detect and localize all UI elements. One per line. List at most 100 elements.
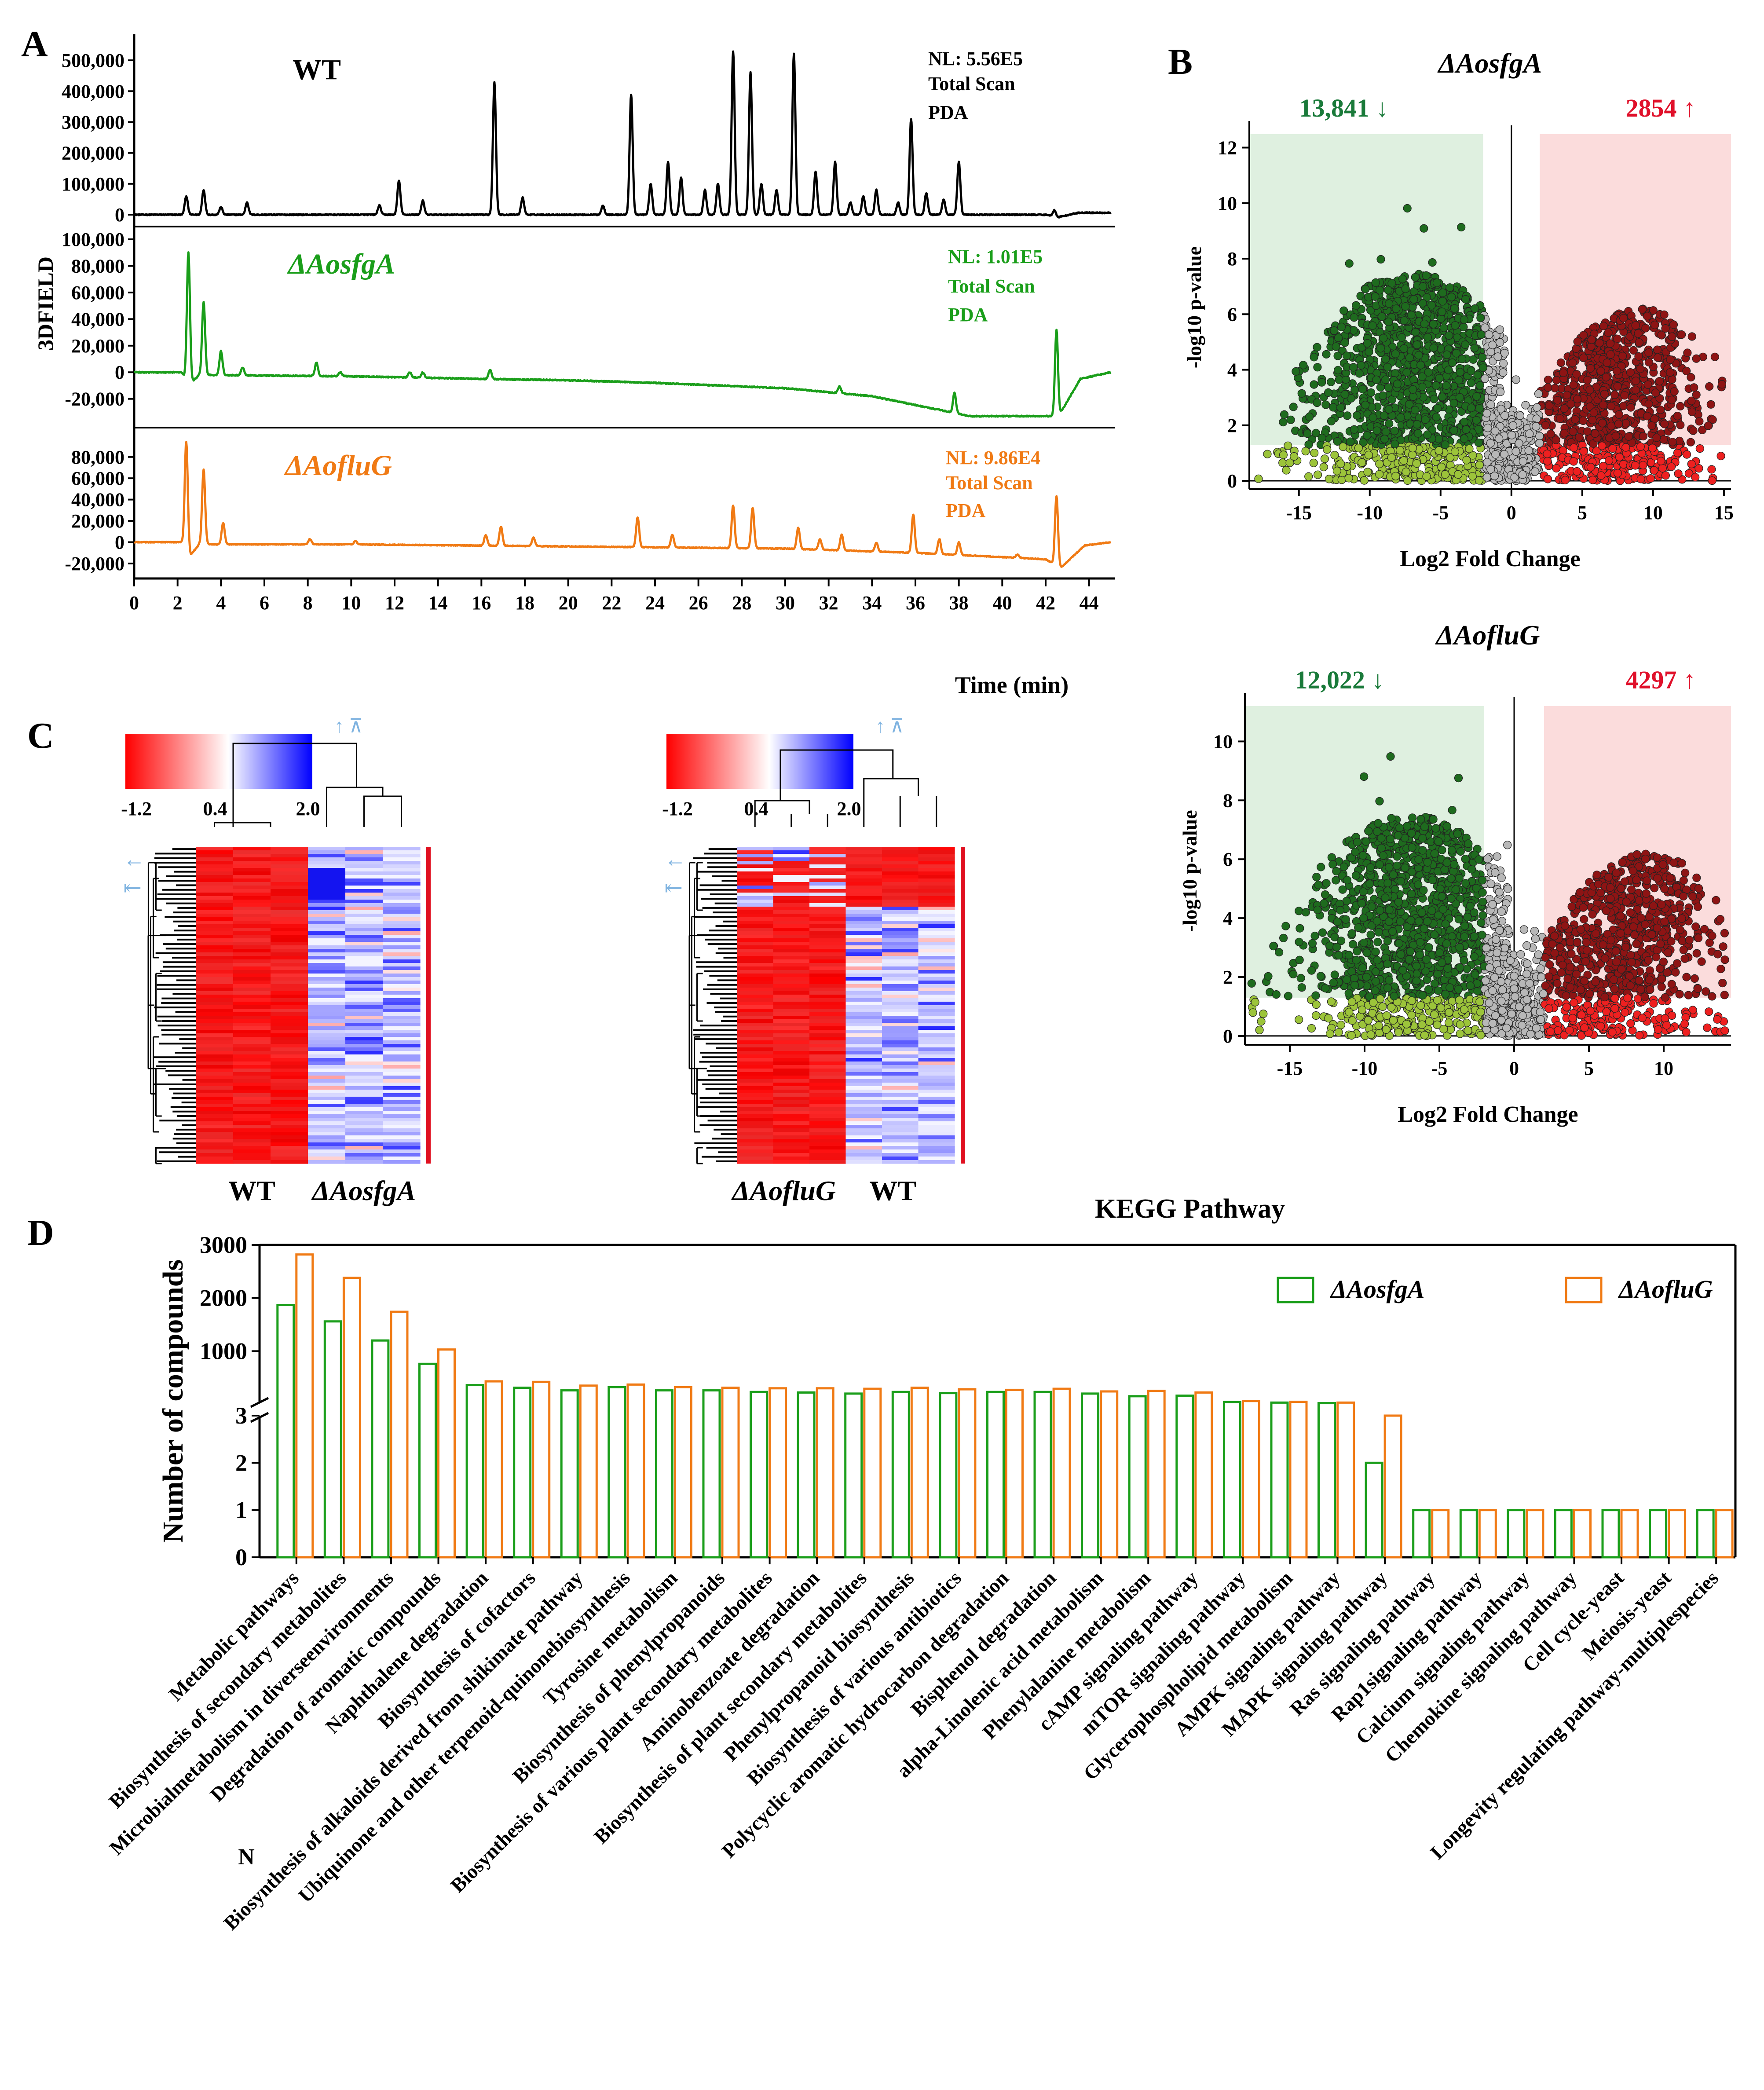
volcano-point <box>1382 428 1391 436</box>
volcano-point <box>1519 925 1528 934</box>
volcano-point <box>1579 331 1588 340</box>
volcano-point <box>1619 314 1628 322</box>
volcano-point <box>1316 972 1325 981</box>
volcano-point <box>1349 363 1358 372</box>
volcano-point <box>1626 403 1635 412</box>
volcano-point <box>1450 304 1459 313</box>
volcano-point <box>1456 963 1464 972</box>
volcano-point <box>1679 945 1688 954</box>
volcano-point <box>1644 956 1653 965</box>
volcano-point <box>1533 403 1541 412</box>
panel-label-c: C <box>27 715 54 756</box>
volcano-point <box>1667 395 1676 404</box>
volcano-point <box>1544 375 1552 384</box>
volcano-point <box>1586 463 1595 472</box>
volcano-point <box>1671 968 1680 977</box>
volcano-point <box>1583 376 1592 384</box>
volcano-point <box>1515 439 1523 448</box>
volcano-point <box>1609 975 1618 984</box>
volcano-point <box>1460 315 1468 324</box>
volcano-point <box>1639 432 1647 441</box>
volcano-point <box>1551 384 1559 392</box>
x-tick-label: -10 <box>1357 502 1383 523</box>
volcano-point <box>1371 278 1380 287</box>
volcano-point <box>1570 998 1578 1007</box>
volcano-point <box>1654 1025 1662 1034</box>
volcano-point <box>1279 450 1288 459</box>
volcano-point <box>1567 902 1576 911</box>
volcano-point <box>1462 456 1471 465</box>
volcano-point <box>1389 1016 1398 1025</box>
volcano-point <box>1666 368 1675 377</box>
track-aoflug-pda: PDA <box>946 500 986 521</box>
volcano-point <box>1685 936 1694 944</box>
volcano-point <box>1635 1031 1644 1040</box>
volcano-point <box>1407 889 1416 898</box>
volcano-point <box>1354 443 1363 453</box>
volcano-point <box>1546 429 1555 439</box>
volcano-point <box>1447 293 1456 301</box>
volcano-point <box>1324 388 1333 397</box>
volcano-point <box>1420 822 1429 831</box>
volcano-point <box>1354 923 1363 932</box>
volcano-point <box>1647 421 1656 430</box>
volcano-point <box>1368 321 1377 330</box>
volcano-point <box>1658 974 1666 984</box>
volcano-point <box>1334 1028 1343 1037</box>
volcano-point <box>1330 326 1339 335</box>
volcano-point <box>1429 320 1438 329</box>
volcano-point <box>1631 461 1640 470</box>
volcano-point <box>1329 978 1338 987</box>
volcano-point <box>1457 223 1466 232</box>
volcano-point <box>1649 999 1658 1008</box>
volcano-point <box>1313 905 1322 914</box>
volcano-point <box>1367 388 1376 397</box>
volcano-point <box>1433 1021 1442 1029</box>
volcano-point <box>1605 456 1614 465</box>
volcano-point <box>1705 1007 1713 1016</box>
volcano-point <box>1438 392 1447 401</box>
volcano-point <box>1604 328 1613 337</box>
volcano-point <box>1460 956 1468 965</box>
y-tick-label: 40,000 <box>71 308 124 330</box>
volcano-point <box>1383 285 1393 295</box>
volcano-point <box>1402 368 1411 377</box>
volcano-point <box>1651 388 1660 397</box>
volcano-point <box>1483 458 1492 467</box>
volcano-point <box>1318 433 1326 443</box>
x-tick-label: 16 <box>472 592 491 614</box>
volcano-point <box>1648 443 1657 453</box>
volcano-point <box>1631 385 1640 395</box>
volcano-point <box>1569 427 1577 436</box>
track-wt-pda: PDA <box>928 102 968 123</box>
volcano-point <box>1366 1030 1375 1039</box>
volcano-point <box>1336 459 1345 468</box>
volcano-point <box>1358 384 1367 394</box>
volcano-point <box>1307 966 1316 975</box>
volcano-point <box>1650 884 1659 893</box>
volcano-point <box>1673 959 1682 968</box>
y-tick-label: 20,000 <box>71 510 124 532</box>
volcano-point <box>1677 914 1686 923</box>
volcano-point <box>1313 398 1321 407</box>
volcano-point <box>1500 411 1509 420</box>
volcano-point <box>1445 331 1453 340</box>
volcano-point <box>1272 990 1281 999</box>
volcano-point <box>1263 450 1272 458</box>
y-tick-label: 100,000 <box>62 229 124 250</box>
volcano-point <box>1475 381 1484 390</box>
volcano-point <box>1350 425 1359 434</box>
volcano-point <box>1488 340 1497 349</box>
volcano-point <box>1661 471 1670 480</box>
volcano-point <box>1409 385 1417 394</box>
volcano-point <box>1396 413 1405 422</box>
volcano-point <box>1395 446 1405 455</box>
chromatogram-trace <box>133 441 1112 568</box>
volcano-point <box>1508 431 1516 439</box>
volcano-point <box>1566 399 1575 408</box>
volcano-point <box>1348 1016 1357 1025</box>
volcano-point <box>1418 382 1427 392</box>
volcano-point <box>1333 351 1342 360</box>
volcano-point <box>1425 1017 1434 1026</box>
